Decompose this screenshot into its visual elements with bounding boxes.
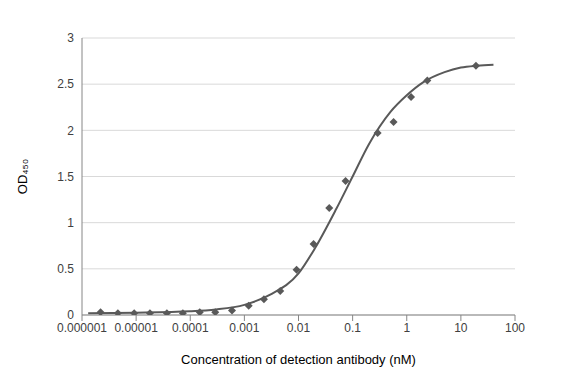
svg-text:2: 2 xyxy=(67,124,74,138)
svg-text:0.001: 0.001 xyxy=(229,321,259,335)
svg-text:1: 1 xyxy=(67,216,74,230)
svg-text:3: 3 xyxy=(67,31,74,45)
svg-text:0: 0 xyxy=(67,308,74,322)
svg-text:0.0001: 0.0001 xyxy=(172,321,209,335)
svg-text:0.01: 0.01 xyxy=(287,321,311,335)
svg-text:Concentration of detection ant: Concentration of detection antibody (nM) xyxy=(181,352,416,367)
svg-text:0.000001: 0.000001 xyxy=(57,321,107,335)
svg-text:10: 10 xyxy=(454,321,468,335)
svg-text:0.1: 0.1 xyxy=(344,321,361,335)
svg-text:100: 100 xyxy=(505,321,525,335)
svg-text:0.5: 0.5 xyxy=(57,262,74,276)
svg-text:2.5: 2.5 xyxy=(57,77,74,91)
svg-text:0.00001: 0.00001 xyxy=(114,321,158,335)
svg-text:1: 1 xyxy=(403,321,410,335)
svg-text:1.5: 1.5 xyxy=(57,170,74,184)
svg-text:OD₄₅₀: OD₄₅₀ xyxy=(15,159,30,194)
